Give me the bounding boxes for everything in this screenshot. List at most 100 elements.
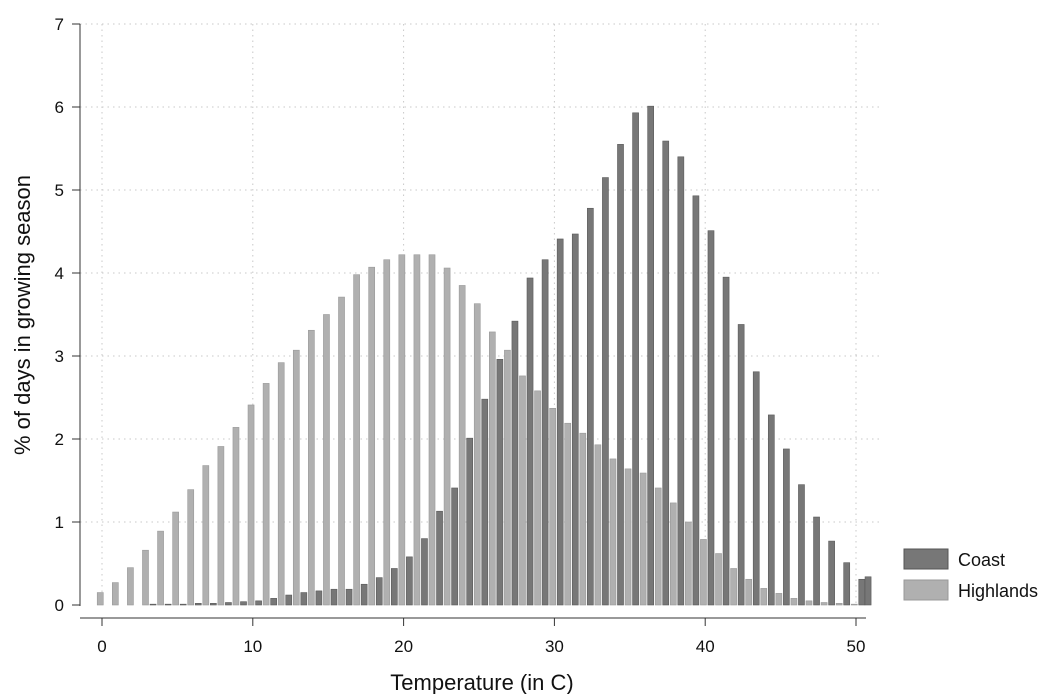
bar-highlands-18	[368, 266, 376, 606]
bar-highlands-28	[519, 375, 526, 606]
x-axis-title: Temperature (in C)	[390, 670, 573, 694]
bar-highlands-26	[489, 331, 496, 606]
bar-highlands-3	[142, 549, 149, 606]
bar-highlands-22	[428, 254, 436, 606]
bar-highlands-23	[443, 267, 451, 606]
x-tick-label: 20	[394, 637, 413, 656]
bar-coast-16	[345, 588, 353, 606]
bar-coast-26	[496, 359, 504, 606]
bar-coast-44	[767, 414, 775, 606]
bar-coast-3	[149, 603, 157, 606]
bar-coast-7	[210, 603, 217, 606]
bar-highlands-11	[262, 383, 270, 606]
x-tick-label: 0	[97, 637, 106, 656]
bar-coast-31	[571, 233, 579, 606]
y-tick-label: 0	[55, 596, 64, 615]
bar-highlands-7	[202, 465, 210, 606]
bar-coast-14	[315, 590, 323, 606]
bar-coast-12	[285, 594, 293, 606]
bar-coast-42	[737, 324, 745, 606]
bar-coast-41	[722, 276, 730, 606]
axes	[79, 24, 866, 619]
bar-highlands-38	[669, 502, 677, 606]
bars	[96, 105, 872, 606]
bar-coast-37	[662, 140, 670, 606]
bar-highlands-6	[187, 489, 195, 606]
bar-coast-34	[617, 144, 624, 606]
bar-coast-23	[451, 487, 458, 606]
bar-highlands-12	[277, 362, 285, 606]
bar-highlands-31	[564, 422, 572, 606]
bar-coast-21	[421, 538, 428, 606]
y-tick-label: 4	[55, 264, 64, 283]
bar-highlands-41	[715, 553, 722, 606]
bar-highlands-46	[790, 598, 798, 606]
bar-coast-46	[798, 484, 805, 606]
bar-highlands-43	[745, 578, 753, 606]
bar-highlands-39	[685, 521, 692, 606]
y-axis-title: % of days in growing season	[10, 175, 35, 455]
bar-highlands-34	[609, 458, 617, 606]
bar-coast-50	[858, 578, 866, 606]
x-tick-label: 10	[243, 637, 262, 656]
bar-coast-18	[375, 577, 383, 606]
y-tick-label: 3	[55, 347, 64, 366]
y-tick-label: 6	[55, 98, 64, 117]
bar-coast-5	[179, 603, 187, 606]
bar-highlands-42	[730, 568, 737, 606]
legend-swatch-highlands	[903, 579, 949, 601]
bar-coast-36	[647, 105, 654, 606]
bar-highlands-19	[383, 259, 391, 606]
bar-coast-35	[632, 112, 639, 606]
x-tick-label: 30	[545, 637, 564, 656]
bar-coast-22	[436, 510, 443, 606]
bar-highlands-40	[700, 539, 707, 606]
bar-highlands-4	[157, 530, 164, 606]
y-tick-label: 1	[55, 513, 64, 532]
bar-highlands-8	[217, 446, 225, 606]
x-tick-label: 50	[847, 637, 866, 656]
bar-highlands-14	[308, 329, 315, 606]
bar-coast-30	[556, 238, 564, 606]
bar-highlands-35	[624, 468, 632, 606]
bar-highlands-15	[323, 314, 330, 606]
bar-coast-27	[511, 320, 519, 606]
bar-coast-19	[390, 568, 398, 606]
bar-highlands-16	[338, 296, 345, 606]
bar-highlands-27	[504, 349, 511, 606]
bar-coast-20	[406, 556, 413, 606]
bar-highlands-44	[760, 588, 768, 606]
bar-highlands-9	[232, 427, 240, 606]
x-tick-label: 40	[696, 637, 715, 656]
bar-coast-10	[255, 600, 262, 606]
y-tick-label: 5	[55, 181, 64, 200]
bar-highlands-13	[292, 349, 300, 606]
bar-highlands-2	[127, 567, 134, 606]
bar-highlands-32	[579, 432, 587, 606]
bar-highlands-50	[850, 603, 858, 606]
bar-highlands-33	[594, 444, 602, 606]
legend: Coast Highlands	[903, 548, 1038, 601]
bar-highlands-36	[639, 472, 647, 606]
bar-coast-15	[330, 588, 338, 606]
bar-coast-43	[752, 371, 760, 606]
bar-highlands-17	[353, 274, 360, 606]
bar-coast-9	[240, 601, 247, 606]
tick-marks-and-labels: 0 1 2 3 4 5 6 7 0 10 20 30 40 50	[55, 15, 866, 656]
bar-highlands-47	[805, 600, 813, 606]
legend-label-coast: Coast	[958, 550, 1005, 570]
bar-highlands-10	[247, 404, 255, 606]
legend-label-highlands: Highlands	[958, 581, 1038, 601]
bar-highlands-30	[549, 407, 556, 606]
bar-coast-4	[164, 603, 172, 606]
bar-coast-8	[225, 602, 232, 606]
bar-coast-29	[541, 259, 549, 606]
bar-coast-49	[843, 562, 851, 606]
bar-coast-45	[783, 448, 790, 606]
bar-highlands-37	[654, 487, 662, 606]
legend-swatch-coast	[903, 548, 949, 570]
bar-highlands-24	[458, 285, 466, 606]
bar-highlands-49	[835, 603, 843, 606]
bar-highlands-5	[172, 511, 179, 606]
